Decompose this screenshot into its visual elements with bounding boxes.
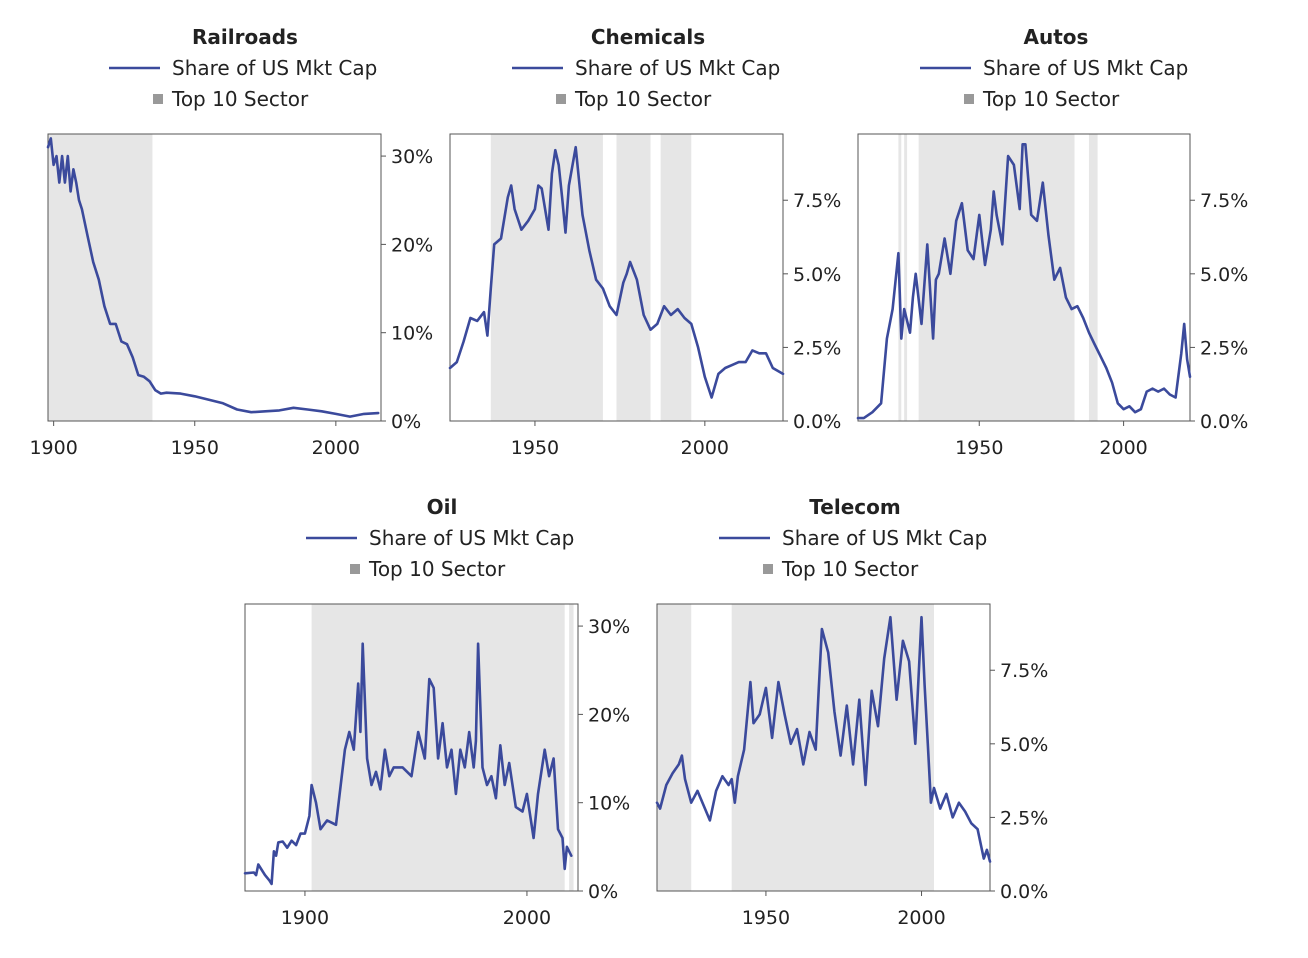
legend-label-share: Share of US Mkt Cap: [575, 56, 780, 80]
chart-title: Autos: [1024, 25, 1089, 49]
legend-square-swatch: [350, 564, 360, 574]
y-tick-label: 0%: [391, 411, 421, 433]
chart-panel-autos: Autos Share of US Mkt Cap Top 10 Sector 195…: [856, 25, 1248, 459]
series-line-share: [655, 615, 992, 863]
chart-panel-chemicals: Chemicals Share of US Mkt Cap Top 10 Secto…: [448, 25, 841, 459]
legend-square-swatch: [964, 94, 974, 104]
legend-label-top10: Top 10 Sector: [368, 557, 506, 581]
x-tick-label: 2000: [897, 907, 945, 929]
top10-shaded-region: [660, 134, 692, 421]
y-tick-label: 5.0%: [793, 264, 841, 286]
y-tick-label: 30%: [391, 146, 433, 168]
legend-square-swatch: [153, 94, 163, 104]
x-tick-label: 1950: [171, 437, 219, 459]
y-tick-label: 7.5%: [1000, 660, 1048, 682]
legend-label-top10: Top 10 Sector: [574, 87, 712, 111]
x-tick-label: 2000: [503, 907, 551, 929]
y-tick-label: 20%: [588, 704, 630, 726]
series-line-share: [46, 137, 380, 418]
top10-shaded-region: [569, 604, 574, 891]
legend-label-top10: Top 10 Sector: [781, 557, 919, 581]
plot-frame: [449, 133, 784, 422]
top10-shaded-region: [918, 134, 1075, 421]
y-tick-label: 7.5%: [1200, 190, 1248, 212]
top10-shaded-region: [904, 134, 908, 421]
top10-shaded-region: [1088, 134, 1098, 421]
y-tick-label: 0.0%: [793, 411, 841, 433]
chart-panel-oil: Oil Share of US Mkt Cap Top 10 Sector 1900 2…: [243, 495, 630, 929]
y-tick-label: 7.5%: [793, 190, 841, 212]
y-tick-label: 0.0%: [1000, 881, 1048, 903]
x-tick-label: 2000: [312, 437, 360, 459]
top10-shaded-region: [490, 134, 603, 421]
chart-panel-telecom: Telecom Share of US Mkt Cap Top 10 Sector 1…: [655, 495, 1048, 929]
plot-frame: [244, 603, 579, 892]
series-line-share: [856, 143, 1192, 420]
y-tick-label: 10%: [391, 323, 433, 345]
top10-shaded-region: [616, 134, 651, 421]
x-tick-label: 2000: [681, 437, 729, 459]
y-tick-label: 2.5%: [1200, 337, 1248, 359]
x-tick-label: 2000: [1099, 437, 1147, 459]
x-tick-label: 1950: [955, 437, 1003, 459]
y-tick-label: 2.5%: [793, 337, 841, 359]
chart-title: Railroads: [192, 25, 298, 49]
top10-shaded-region: [731, 604, 934, 891]
legend-square-swatch: [763, 564, 773, 574]
x-tick-label: 1950: [511, 437, 559, 459]
legend-label-share: Share of US Mkt Cap: [369, 526, 574, 550]
y-tick-label: 0%: [588, 881, 618, 903]
y-tick-label: 5.0%: [1000, 734, 1048, 756]
x-tick-label: 1900: [29, 437, 77, 459]
legend-label-share: Share of US Mkt Cap: [782, 526, 987, 550]
x-tick-label: 1900: [281, 907, 329, 929]
y-tick-label: 10%: [588, 793, 630, 815]
y-tick-label: 20%: [391, 234, 433, 256]
y-tick-label: 30%: [588, 616, 630, 638]
chart-title: Telecom: [809, 495, 900, 519]
legend-label-share: Share of US Mkt Cap: [172, 56, 377, 80]
series-line-share: [448, 145, 785, 399]
legend-square-swatch: [556, 94, 566, 104]
y-tick-label: 5.0%: [1200, 264, 1248, 286]
plot-frame: [656, 603, 991, 892]
top10-shaded-region: [657, 604, 692, 891]
y-tick-label: 2.5%: [1000, 807, 1048, 829]
legend-label-top10: Top 10 Sector: [171, 87, 309, 111]
chart-panel-railroads: Railroads Share of US Mkt Cap Top 10 Secto…: [29, 25, 433, 459]
x-tick-label: 1950: [742, 907, 790, 929]
plot-frame: [857, 133, 1191, 422]
plot-frame: [47, 133, 382, 422]
series-line-share: [243, 642, 573, 886]
chart-title: Chemicals: [591, 25, 705, 49]
legend-label-share: Share of US Mkt Cap: [983, 56, 1188, 80]
y-tick-label: 0.0%: [1200, 411, 1248, 433]
legend-label-top10: Top 10 Sector: [982, 87, 1120, 111]
chart-title: Oil: [427, 495, 458, 519]
